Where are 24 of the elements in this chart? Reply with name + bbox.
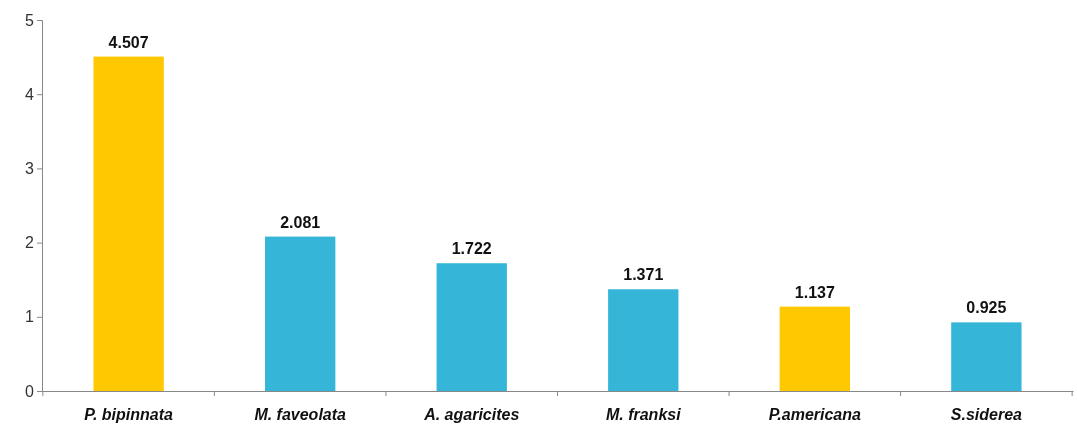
bar [779, 306, 850, 391]
y-tick-label: 0 [25, 382, 35, 400]
y-tick-label: 4 [25, 85, 35, 103]
bar [265, 236, 336, 391]
data-label: 1.371 [623, 266, 664, 284]
data-label: 0.925 [966, 299, 1007, 317]
x-tick-label: P.americana [768, 405, 862, 423]
x-tick-label: M. franksi [605, 405, 682, 423]
data-label: 1.137 [794, 283, 835, 301]
data-label: 1.722 [451, 240, 492, 258]
data-label: 4.507 [108, 33, 149, 51]
bar [951, 322, 1022, 391]
y-tick-label: 5 [25, 11, 35, 29]
x-tick-label: M. faveolata [254, 405, 347, 423]
bar [436, 263, 507, 391]
x-tick-label: A. agaricites [423, 405, 520, 423]
x-tick-label: P. bipinnata [84, 405, 174, 423]
y-tick-label: 1 [25, 308, 35, 326]
y-tick-label: 3 [25, 160, 35, 178]
bar [93, 56, 164, 391]
bar [608, 289, 679, 391]
y-tick-label: 2 [25, 234, 35, 252]
x-tick-label: S.siderea [950, 405, 1023, 423]
data-label: 2.081 [280, 213, 321, 231]
